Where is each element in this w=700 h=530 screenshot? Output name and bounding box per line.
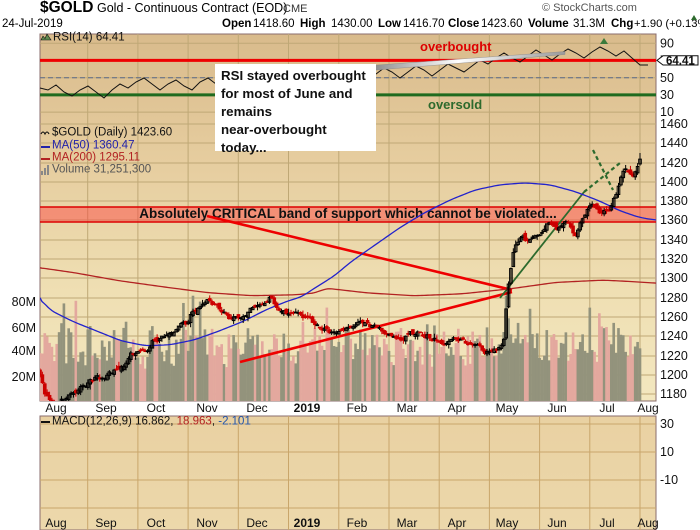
svg-text:High: High bbox=[300, 18, 326, 30]
svg-text:Feb: Feb bbox=[347, 516, 368, 530]
svg-text:1220: 1220 bbox=[660, 349, 688, 363]
svg-text:Nov: Nov bbox=[196, 401, 217, 415]
svg-text:1460: 1460 bbox=[660, 117, 688, 131]
svg-text:1260: 1260 bbox=[660, 310, 688, 324]
svg-text:1360: 1360 bbox=[660, 213, 688, 227]
svg-text:1423.60: 1423.60 bbox=[481, 18, 523, 30]
svg-text:Aug: Aug bbox=[45, 516, 66, 530]
svg-text:1340: 1340 bbox=[660, 233, 688, 247]
svg-text:90: 90 bbox=[660, 37, 674, 51]
svg-text:1300: 1300 bbox=[660, 271, 688, 285]
svg-text:Mar: Mar bbox=[397, 401, 418, 415]
svg-text:1200: 1200 bbox=[660, 368, 688, 382]
svg-text:Nov: Nov bbox=[196, 516, 217, 530]
svg-text:MA(50) 1360.47: MA(50) 1360.47 bbox=[52, 140, 134, 152]
svg-text:overbought: overbought bbox=[420, 39, 492, 54]
svg-text:1240: 1240 bbox=[660, 329, 688, 343]
svg-text:Sep: Sep bbox=[95, 516, 117, 530]
svg-text:1430.00: 1430.00 bbox=[331, 18, 373, 30]
svg-text:Chg: Chg bbox=[611, 18, 633, 30]
svg-text:Aug: Aug bbox=[637, 516, 658, 530]
svg-text:24-Jul-2019: 24-Jul-2019 bbox=[2, 18, 63, 30]
svg-text:31.3M: 31.3M bbox=[573, 18, 605, 30]
svg-text:Close: Close bbox=[448, 18, 479, 30]
svg-text:Gold - Continuous Contract (EO: Gold - Continuous Contract (EOD) bbox=[97, 1, 287, 15]
svg-text:Feb: Feb bbox=[347, 401, 368, 415]
svg-text:May: May bbox=[496, 516, 519, 530]
svg-text:Dec: Dec bbox=[246, 401, 267, 415]
svg-text:1416.70: 1416.70 bbox=[403, 18, 445, 30]
svg-text:Oct: Oct bbox=[147, 401, 166, 415]
svg-text:Aug: Aug bbox=[45, 401, 66, 415]
svg-text:Oct: Oct bbox=[147, 516, 166, 530]
svg-text:Jul: Jul bbox=[599, 516, 614, 530]
svg-text:Mar: Mar bbox=[397, 516, 418, 530]
svg-text:Dec: Dec bbox=[246, 516, 267, 530]
svg-text:Jun: Jun bbox=[547, 401, 566, 415]
svg-text:60M: 60M bbox=[12, 321, 36, 335]
svg-text:May: May bbox=[496, 401, 519, 415]
svg-text:10: 10 bbox=[660, 445, 674, 459]
svg-text:1180: 1180 bbox=[660, 387, 687, 401]
svg-text:1320: 1320 bbox=[660, 252, 688, 266]
svg-text:MACD(12,26,9) 16.862, 18.963,: MACD(12,26,9) 16.862, 18.963, -2.101 bbox=[52, 416, 251, 428]
svg-text:Volume 31,251,300: Volume 31,251,300 bbox=[52, 164, 151, 176]
svg-text:1420: 1420 bbox=[660, 156, 688, 170]
svg-text:20M: 20M bbox=[12, 370, 36, 384]
svg-text:Jul: Jul bbox=[599, 401, 614, 415]
svg-text:Aug: Aug bbox=[637, 401, 658, 415]
svg-text:50: 50 bbox=[660, 71, 674, 85]
svg-text:Sep: Sep bbox=[95, 401, 117, 415]
svg-text:MA(200) 1295.11: MA(200) 1295.11 bbox=[52, 152, 140, 164]
svg-text:CME: CME bbox=[283, 3, 307, 15]
svg-text:today...: today... bbox=[221, 140, 267, 155]
svg-text:Apr: Apr bbox=[448, 516, 467, 530]
svg-text:remains: remains bbox=[221, 104, 272, 119]
svg-text:40M: 40M bbox=[12, 344, 36, 358]
svg-text:RSI(14) 64.41: RSI(14) 64.41 bbox=[53, 32, 125, 44]
svg-text:Volume: Volume bbox=[528, 18, 569, 30]
svg-text:64.41: 64.41 bbox=[666, 56, 695, 68]
svg-text:Open: Open bbox=[222, 18, 251, 30]
svg-text:Low: Low bbox=[378, 18, 401, 30]
svg-text:+1.90 (+0.13%): +1.90 (+0.13%) bbox=[634, 18, 700, 30]
svg-text:80M: 80M bbox=[12, 295, 36, 309]
svg-text:1418.60: 1418.60 bbox=[253, 18, 295, 30]
svg-text:© StockCharts.com: © StockCharts.com bbox=[542, 2, 637, 14]
svg-text:oversold: oversold bbox=[428, 97, 482, 112]
svg-text:1400: 1400 bbox=[660, 175, 688, 189]
svg-text:1380: 1380 bbox=[660, 194, 688, 208]
svg-text:30: 30 bbox=[660, 88, 674, 102]
svg-text:RSI stayed overbought: RSI stayed overbought bbox=[221, 68, 366, 83]
svg-text:1440: 1440 bbox=[660, 136, 688, 150]
svg-text:Absolutely CRITICAL band of su: Absolutely CRITICAL band of support whic… bbox=[139, 206, 557, 221]
svg-text:2019: 2019 bbox=[294, 401, 321, 415]
svg-text:for most of June and: for most of June and bbox=[221, 86, 353, 101]
svg-text:near-overbought: near-overbought bbox=[221, 122, 327, 137]
svg-text:-10: -10 bbox=[660, 473, 678, 487]
svg-text:30: 30 bbox=[660, 417, 674, 431]
svg-text:2019: 2019 bbox=[294, 516, 321, 530]
svg-text:Jun: Jun bbox=[547, 516, 566, 530]
svg-text:1280: 1280 bbox=[660, 291, 688, 305]
svg-text:Apr: Apr bbox=[448, 401, 467, 415]
svg-text:$GOLD (Daily) 1423.60: $GOLD (Daily) 1423.60 bbox=[52, 127, 172, 139]
svg-text:$GOLD: $GOLD bbox=[40, 0, 93, 16]
